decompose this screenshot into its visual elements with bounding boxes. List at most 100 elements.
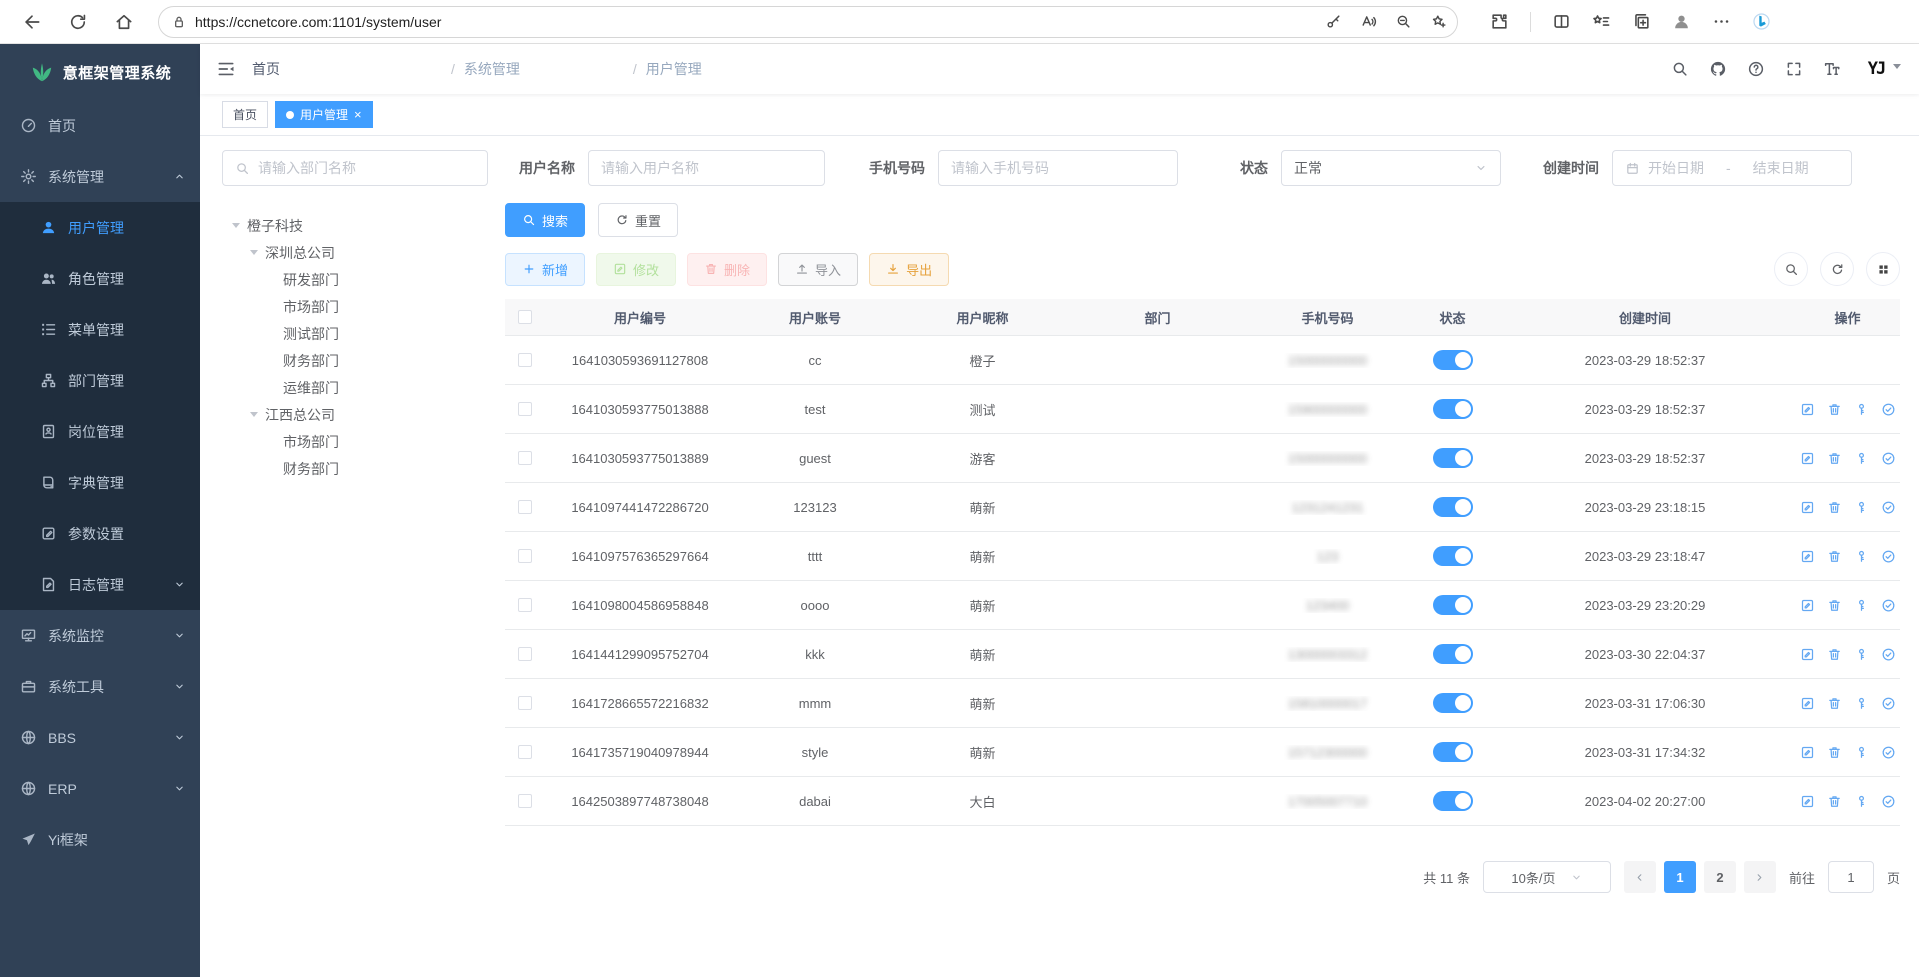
bing-icon[interactable]	[1752, 12, 1771, 31]
refresh-table-button[interactable]	[1820, 252, 1854, 286]
help-icon[interactable]	[1747, 60, 1765, 78]
import-button[interactable]: 导入	[778, 252, 859, 286]
delete-row-icon[interactable]	[1827, 696, 1842, 711]
daterange-picker[interactable]: 开始日期 - 结束日期	[1612, 150, 1852, 186]
page-size-select[interactable]: 10条/页	[1482, 861, 1611, 893]
edit-row-icon[interactable]	[1800, 647, 1815, 662]
status-toggle[interactable]	[1432, 644, 1473, 664]
sidebar-item-Yi框架[interactable]: Yi框架	[0, 814, 200, 865]
sidebar-item-ERP[interactable]: ERP	[0, 763, 200, 814]
reset-password-icon[interactable]	[1854, 794, 1869, 809]
reset-button[interactable]: 重置	[598, 203, 679, 237]
sidebar-item-参数设置[interactable]: 参数设置	[0, 508, 200, 559]
delete-button[interactable]: 删除	[687, 252, 768, 286]
page-2-button[interactable]: 2	[1703, 861, 1736, 893]
home-icon[interactable]	[114, 12, 134, 32]
breadcrumb-system[interactable]: 系统管理	[463, 61, 520, 77]
row-checkbox[interactable]	[518, 794, 532, 808]
delete-row-icon[interactable]	[1827, 451, 1842, 466]
avatar-caret-icon[interactable]	[1893, 64, 1901, 73]
export-button[interactable]: 导出	[869, 252, 950, 286]
extensions-icon[interactable]	[1490, 12, 1509, 31]
status-toggle[interactable]	[1432, 350, 1473, 370]
tree-node-市场部门[interactable]: 市场部门	[222, 428, 488, 455]
reset-password-icon[interactable]	[1854, 598, 1869, 613]
tree-node-研发部门[interactable]: 研发部门	[222, 266, 488, 293]
assign-role-icon[interactable]	[1881, 696, 1896, 711]
tree-node-深圳总公司[interactable]: 深圳总公司	[222, 239, 488, 266]
favorites-icon[interactable]	[1592, 12, 1611, 31]
add-button[interactable]: 新增	[505, 252, 586, 286]
page-1-button[interactable]: 1	[1663, 861, 1696, 893]
tab-close-icon[interactable]: ×	[354, 107, 362, 122]
column-settings-button[interactable]	[1866, 252, 1900, 286]
status-toggle[interactable]	[1432, 595, 1473, 615]
username-input[interactable]: 请输入用户名称	[588, 150, 825, 186]
delete-row-icon[interactable]	[1827, 647, 1842, 662]
assign-role-icon[interactable]	[1881, 598, 1896, 613]
sidebar-item-岗位管理[interactable]: 岗位管理	[0, 406, 200, 457]
delete-row-icon[interactable]	[1827, 745, 1842, 760]
delete-row-icon[interactable]	[1827, 500, 1842, 515]
row-checkbox[interactable]	[518, 500, 532, 514]
back-icon[interactable]	[22, 12, 42, 32]
password-icon[interactable]	[1325, 13, 1342, 30]
edit-row-icon[interactable]	[1800, 500, 1815, 515]
add-favorite-icon[interactable]	[1430, 13, 1447, 30]
assign-role-icon[interactable]	[1881, 451, 1896, 466]
breadcrumb-home[interactable]: 首页	[252, 61, 280, 77]
edit-row-icon[interactable]	[1800, 549, 1815, 564]
collections-icon[interactable]	[1632, 12, 1651, 31]
sidebar-item-系统管理[interactable]: 系统管理	[0, 151, 200, 202]
reset-password-icon[interactable]	[1854, 500, 1869, 515]
next-page-button[interactable]	[1743, 861, 1776, 893]
zoom-out-icon[interactable]	[1395, 13, 1412, 30]
tab-user-management[interactable]: 用户管理 ×	[275, 101, 373, 128]
sidebar-item-角色管理[interactable]: 角色管理	[0, 253, 200, 304]
user-avatar[interactable]: YJ	[1861, 54, 1891, 84]
row-checkbox[interactable]	[518, 402, 532, 416]
assign-role-icon[interactable]	[1881, 647, 1896, 662]
row-checkbox[interactable]	[518, 696, 532, 710]
reload-icon[interactable]	[68, 12, 88, 32]
sidebar-fold-icon[interactable]	[216, 59, 236, 79]
status-toggle[interactable]	[1432, 546, 1473, 566]
edit-row-icon[interactable]	[1800, 598, 1815, 613]
tree-expand-icon[interactable]	[250, 412, 258, 421]
sidebar-item-首页[interactable]: 首页	[0, 100, 200, 151]
tab-home[interactable]: 首页	[222, 101, 269, 128]
delete-row-icon[interactable]	[1827, 598, 1842, 613]
row-checkbox[interactable]	[518, 647, 532, 661]
select-all-checkbox[interactable]	[518, 310, 532, 324]
sidebar-item-用户管理[interactable]: 用户管理	[0, 202, 200, 253]
status-select[interactable]: 正常	[1281, 150, 1501, 186]
read-aloud-icon[interactable]	[1360, 13, 1377, 30]
sidebar-item-系统工具[interactable]: 系统工具	[0, 661, 200, 712]
delete-row-icon[interactable]	[1827, 794, 1842, 809]
tree-node-财务部门[interactable]: 财务部门	[222, 347, 488, 374]
delete-row-icon[interactable]	[1827, 402, 1842, 417]
status-toggle[interactable]	[1432, 693, 1473, 713]
font-size-icon[interactable]	[1823, 60, 1841, 78]
sidebar-item-日志管理[interactable]: 日志管理	[0, 559, 200, 610]
lock-icon[interactable]	[171, 14, 187, 30]
phone-input[interactable]: 请输入手机号码	[938, 150, 1178, 186]
edit-row-icon[interactable]	[1800, 745, 1815, 760]
assign-role-icon[interactable]	[1881, 500, 1896, 515]
reset-password-icon[interactable]	[1854, 647, 1869, 662]
status-toggle[interactable]	[1432, 497, 1473, 517]
dept-search-input[interactable]: 请输入部门名称	[222, 150, 488, 186]
status-toggle[interactable]	[1432, 791, 1473, 811]
modify-button[interactable]: 修改	[596, 252, 677, 286]
split-screen-icon[interactable]	[1552, 12, 1571, 31]
delete-row-icon[interactable]	[1827, 549, 1842, 564]
tree-node-橙子科技[interactable]: 橙子科技	[222, 212, 488, 239]
browser-profile-icon[interactable]	[1672, 12, 1691, 31]
row-checkbox[interactable]	[518, 451, 532, 465]
address-bar[interactable]: https://ccnetcore.com:1101/system/user	[158, 5, 1458, 38]
tree-expand-icon[interactable]	[232, 223, 240, 232]
sidebar-item-BBS[interactable]: BBS	[0, 712, 200, 763]
edit-row-icon[interactable]	[1800, 451, 1815, 466]
assign-role-icon[interactable]	[1881, 549, 1896, 564]
assign-role-icon[interactable]	[1881, 794, 1896, 809]
